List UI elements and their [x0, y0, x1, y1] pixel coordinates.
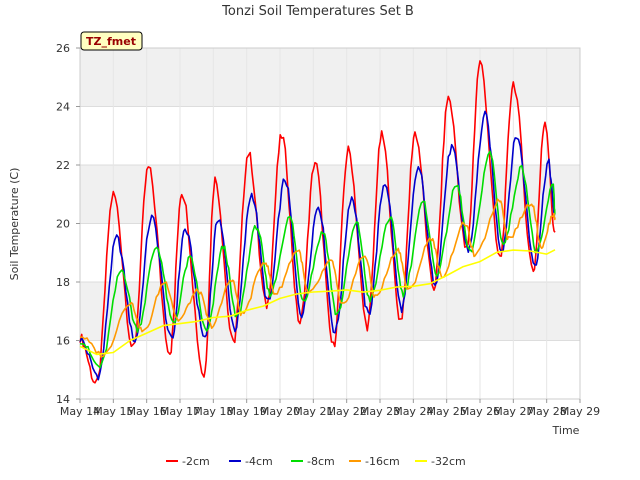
series-line-4cmcm	[79, 110, 556, 381]
x-tick-label: May 21	[293, 405, 333, 418]
x-tick-label: May 17	[160, 405, 200, 418]
x-tick-label: May 28	[527, 405, 567, 418]
legend-label: -4cm	[245, 455, 273, 468]
y-axis-label: Soil Temperature (C)	[8, 168, 21, 281]
x-tick-label: May 18	[193, 405, 233, 418]
y-tick-label: 16	[56, 335, 70, 348]
y-tick-label: 26	[56, 42, 70, 55]
station-badge-box	[80, 31, 143, 51]
y-tick-label: 24	[56, 101, 70, 114]
x-tick-label: May 23	[360, 405, 400, 418]
x-axis-label: Time	[552, 424, 580, 437]
x-tick-label: May 24	[393, 405, 433, 418]
plot-band	[80, 106, 580, 165]
chart-title: Tonzi Soil Temperatures Set B	[221, 4, 414, 19]
legend: -2cm -4cm -8cm -16cm -32cm	[166, 455, 466, 468]
legend-label: -16cm	[365, 455, 400, 468]
x-tick-label: May 19	[227, 405, 267, 418]
x-tick-label: May 16	[127, 405, 167, 418]
plot-band	[80, 48, 580, 107]
station-badge: TZ_fmet	[80, 31, 143, 51]
x-tick-label: May 26	[460, 405, 500, 418]
y-tick-label: 14	[56, 393, 70, 406]
legend-label: -32cm	[431, 455, 466, 468]
x-tick-label: May 15	[93, 405, 133, 418]
x-tick-label: May 29	[560, 405, 600, 418]
series-line-16cmcm	[79, 198, 556, 358]
series-line-32cmcm	[79, 249, 556, 356]
station-badge-label: TZ_fmet	[86, 35, 136, 48]
plot-band	[80, 340, 580, 399]
y-tick-label: 22	[56, 159, 70, 172]
series-line-8cmcm	[79, 150, 556, 369]
legend-label: -2cm	[182, 455, 210, 468]
legend-label: -8cm	[307, 455, 335, 468]
y-tick-label: 18	[56, 276, 70, 289]
x-tick-label: May 27	[493, 405, 533, 418]
x-tick-label: May 14	[60, 405, 100, 418]
x-tick-label: May 25	[427, 405, 467, 418]
x-tick-label: May 22	[327, 405, 367, 418]
x-tick-label: May 20	[260, 405, 300, 418]
y-tick-label: 20	[56, 218, 70, 231]
